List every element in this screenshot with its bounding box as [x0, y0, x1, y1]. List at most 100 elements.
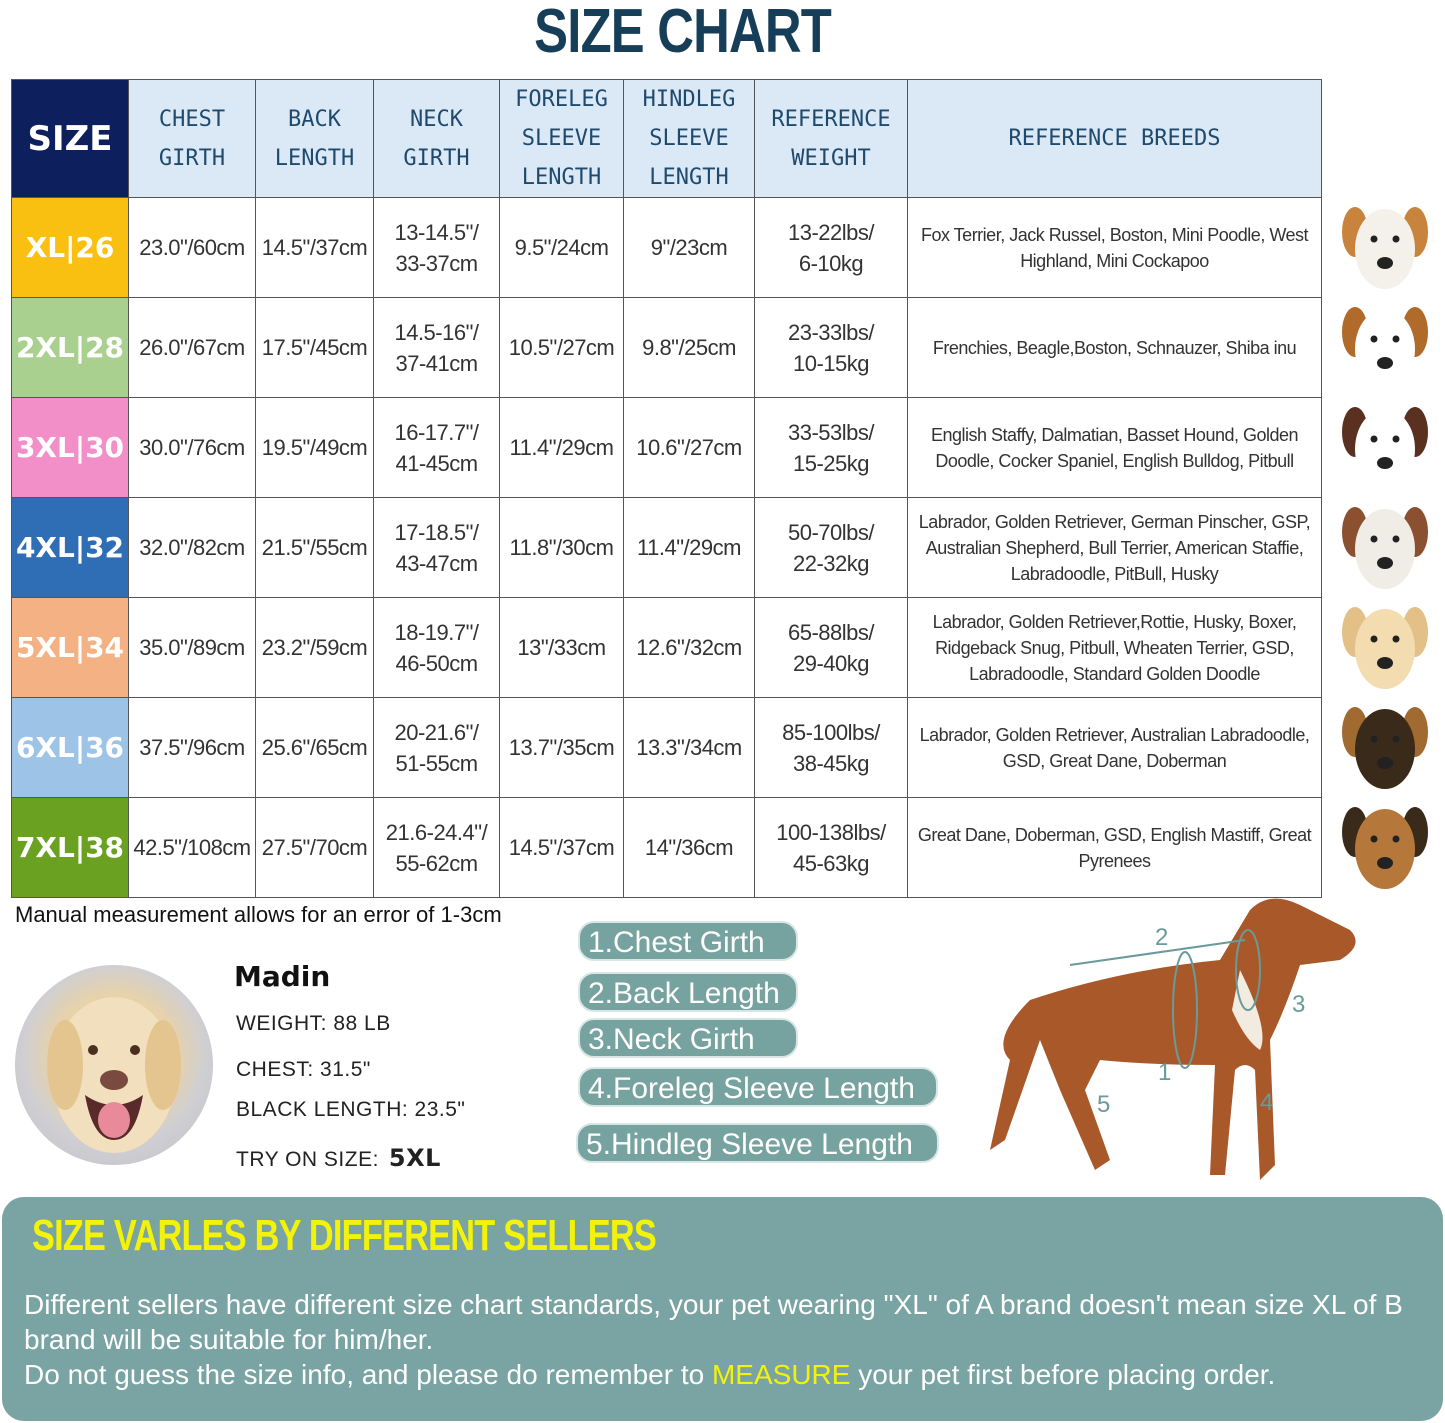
- cell-line: 38-45kg: [792, 750, 870, 776]
- cell-line: 51-55cm: [395, 750, 478, 776]
- cell-line: 43-47cm: [395, 550, 478, 576]
- breed-photo: [1325, 394, 1445, 494]
- example-try-size: TRY ON SIZE: 5XL: [236, 1144, 441, 1172]
- cell-line: 85-100lbs/: [782, 719, 880, 745]
- header-line: SIZE: [27, 118, 113, 159]
- cell-breeds: English Staffy, Dalmatian, Basset Hound,…: [907, 397, 1322, 498]
- cell-line: 13-14.5"/: [394, 219, 479, 245]
- header-chest-girth: CHEST GIRTH: [128, 79, 256, 198]
- cell-line: 6-10kg: [798, 250, 864, 276]
- cell-line: 23-33lbs/: [787, 319, 875, 345]
- cell-line: 29-40kg: [792, 650, 870, 676]
- cell-chest: 23.0"/60cm: [128, 197, 256, 298]
- cell-neck: 17-18.5"/ 43-47cm: [373, 497, 500, 598]
- dog-silhouette: [990, 898, 1356, 1180]
- header-line: REFERENCE: [771, 106, 891, 132]
- header-line: REFERENCE BREEDS: [1008, 126, 1221, 151]
- try-size-value: 5XL: [388, 1144, 441, 1172]
- table-row: 4XL|32 32.0"/82cm 21.5"/55cm 17-18.5"/ 43-47…: [11, 497, 1322, 598]
- breed-photos: [1325, 194, 1445, 894]
- table-row: 6XL|36 37.5"/96cm 25.6"/65cm 20-21.6"/ 51-55…: [11, 697, 1322, 798]
- diagram-label-1: 1: [1158, 1059, 1171, 1086]
- panel-text: Different sellers have different size ch…: [24, 1287, 1444, 1392]
- cell-line: 22-32kg: [792, 550, 870, 576]
- cell-back: 19.5"/49cm: [255, 397, 374, 498]
- cell-breeds: Labrador, Golden Retriever, Australian L…: [907, 697, 1322, 798]
- cell-neck: 16-17.7"/ 41-45cm: [373, 397, 500, 498]
- example-weight: WEIGHT: 88 LB: [236, 1012, 391, 1035]
- breed-photo: [1325, 494, 1445, 594]
- cell-line: 65-88lbs/: [787, 619, 875, 645]
- cell-hindleg: 11.4"/29cm: [623, 497, 755, 598]
- size-chart-table: SIZE CHEST GIRTH BACK LENGTH NECK GIRTH FORELEG…: [11, 79, 1322, 898]
- table-row: XL|26 23.0"/60cm 14.5"/37cm 13-14.5"/ 33-37c…: [11, 197, 1322, 298]
- diagram-label-2: 2: [1155, 924, 1168, 951]
- example-chest: CHEST: 31.5": [236, 1058, 371, 1081]
- measurement-back-length: 2.Back Length: [578, 972, 798, 1012]
- cell-size: 5XL|34: [11, 597, 129, 698]
- cell-weight: 85-100lbs/38-45kg: [754, 697, 908, 798]
- table-row: 3XL|30 30.0"/76cm 19.5"/49cm 16-17.7"/ 41-45…: [11, 397, 1322, 498]
- diagram-label-4: 4: [1260, 1089, 1273, 1116]
- cell-line: 100-138lbs/: [776, 819, 886, 845]
- cell-line: 55-62cm: [395, 850, 478, 876]
- cell-weight: 23-33lbs/10-15kg: [754, 297, 908, 398]
- cell-foreleg: 9.5"/24cm: [499, 197, 624, 298]
- cell-breeds: Labrador, Golden Retriever,Rottie, Husky…: [907, 597, 1322, 698]
- breed-photo: [1325, 194, 1445, 294]
- cell-weight: 65-88lbs/29-40kg: [754, 597, 908, 698]
- example-length: BLACK LENGTH: 23.5": [236, 1098, 466, 1121]
- header-reference-weight: REFERENCE WEIGHT: [754, 79, 908, 198]
- cell-weight: 33-53lbs/15-25kg: [754, 397, 908, 498]
- cell-neck: 21.6-24.4"/ 55-62cm: [373, 797, 500, 898]
- cell-foreleg: 13"/33cm: [499, 597, 624, 698]
- cell-neck: 14.5-16"/ 37-41cm: [373, 297, 500, 398]
- cell-back: 14.5"/37cm: [255, 197, 374, 298]
- cell-breeds: Frenchies, Beagle,Boston, Schnauzer, Shi…: [907, 297, 1322, 398]
- cell-neck: 13-14.5"/ 33-37cm: [373, 197, 500, 298]
- cell-chest: 35.0"/89cm: [128, 597, 256, 698]
- header-line: SLEEVE: [521, 126, 602, 151]
- diagram-label-5: 5: [1097, 1091, 1110, 1118]
- header-size: SIZE: [11, 79, 129, 198]
- header-line: CHEST: [158, 106, 226, 132]
- cell-foreleg: 10.5"/27cm: [499, 297, 624, 398]
- panel-line-2a: Do not guess the size info, and please d…: [24, 1359, 705, 1390]
- measurement-note: Manual measurement allows for an error o…: [15, 902, 502, 927]
- cell-neck: 18-19.7"/ 46-50cm: [373, 597, 500, 698]
- measurement-diagram: 2 1 3 4 5: [990, 898, 1356, 1180]
- cell-line: 16-17.7"/: [394, 419, 479, 445]
- chest-girth-line: [1172, 951, 1198, 1069]
- cell-hindleg: 9.8"/25cm: [623, 297, 755, 398]
- header-line: LENGTH: [649, 165, 729, 190]
- header-line: HINDLEG: [642, 87, 736, 112]
- cell-back: 23.2"/59cm: [255, 597, 374, 698]
- cell-foreleg: 11.4"/29cm: [499, 397, 624, 498]
- header-back-length: BACK LENGTH: [255, 79, 374, 198]
- cell-back: 17.5"/45cm: [255, 297, 374, 398]
- header-reference-breeds: REFERENCE BREEDS: [907, 79, 1322, 198]
- cell-line: 18-19.7"/: [394, 619, 479, 645]
- header-line: GIRTH: [403, 145, 470, 171]
- breed-photo: [1325, 794, 1445, 894]
- diagram-label-3: 3: [1292, 991, 1305, 1018]
- breed-photo: [1325, 294, 1445, 394]
- cell-line: 14.5-16"/: [394, 319, 479, 345]
- cell-size: XL|26: [11, 197, 129, 298]
- cell-breeds: Labrador, Golden Retriever, German Pinsc…: [907, 497, 1322, 598]
- cell-line: 46-50cm: [395, 650, 478, 676]
- measurement-neck-girth: 3.Neck Girth: [578, 1018, 798, 1058]
- header-line: NECK: [410, 106, 463, 132]
- cell-back: 21.5"/55cm: [255, 497, 374, 598]
- measurement-chest-girth: 1.Chest Girth: [578, 921, 798, 961]
- example-dog-name: Madin: [234, 960, 331, 993]
- cell-size: 7XL|38: [11, 797, 129, 898]
- header-neck-girth: NECK GIRTH: [373, 79, 500, 198]
- cell-line: 21.6-24.4"/: [385, 819, 488, 845]
- cell-hindleg: 12.6"/32cm: [623, 597, 755, 698]
- cell-line: 13-22lbs/: [787, 219, 875, 245]
- cell-weight: 13-22lbs/6-10kg: [754, 197, 908, 298]
- panel-heading: SIZE VARLES BY DIFFERENT SELLERS: [32, 1211, 657, 1260]
- table-row: 7XL|38 42.5"/108cm 27.5"/70cm 21.6-24.4"/ 55…: [11, 797, 1322, 898]
- header-hindleg-sleeve-length: HINDLEG SLEEVE LENGTH: [623, 79, 755, 198]
